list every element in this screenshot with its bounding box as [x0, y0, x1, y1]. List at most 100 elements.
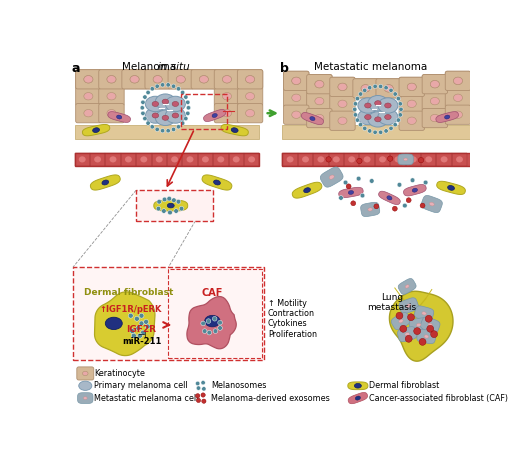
Bar — [406, 153, 421, 165]
Circle shape — [161, 209, 166, 213]
Bar — [90, 153, 105, 165]
Circle shape — [196, 386, 201, 390]
Circle shape — [355, 97, 359, 101]
Circle shape — [136, 326, 141, 330]
Circle shape — [166, 128, 170, 133]
Circle shape — [418, 158, 424, 163]
FancyBboxPatch shape — [99, 70, 124, 89]
Circle shape — [363, 88, 367, 92]
Ellipse shape — [364, 156, 370, 163]
Circle shape — [137, 333, 143, 338]
Polygon shape — [361, 202, 380, 217]
Circle shape — [400, 325, 407, 332]
Polygon shape — [78, 393, 93, 403]
Ellipse shape — [318, 156, 324, 163]
Ellipse shape — [246, 92, 255, 100]
Circle shape — [367, 85, 372, 90]
Polygon shape — [421, 195, 442, 213]
Circle shape — [384, 129, 388, 133]
Text: Metastatic melanoma cell: Metastatic melanoma cell — [94, 394, 198, 402]
Circle shape — [393, 122, 397, 127]
Ellipse shape — [167, 203, 174, 208]
Circle shape — [353, 102, 357, 106]
Circle shape — [207, 330, 212, 335]
Circle shape — [145, 324, 150, 329]
Circle shape — [399, 107, 403, 111]
Ellipse shape — [93, 128, 100, 133]
Circle shape — [202, 329, 207, 334]
FancyBboxPatch shape — [214, 70, 239, 89]
Circle shape — [160, 128, 165, 133]
FancyBboxPatch shape — [422, 74, 447, 94]
FancyBboxPatch shape — [283, 88, 309, 108]
FancyBboxPatch shape — [237, 103, 263, 123]
Text: Melanosomes: Melanosomes — [211, 381, 266, 390]
FancyBboxPatch shape — [330, 111, 355, 130]
Ellipse shape — [361, 85, 370, 92]
FancyBboxPatch shape — [168, 70, 193, 89]
Ellipse shape — [407, 304, 411, 307]
Ellipse shape — [365, 115, 371, 120]
Ellipse shape — [212, 114, 217, 117]
Circle shape — [174, 209, 179, 213]
Circle shape — [413, 328, 421, 334]
Circle shape — [184, 95, 188, 99]
Ellipse shape — [355, 396, 361, 400]
Polygon shape — [399, 298, 418, 314]
Ellipse shape — [361, 85, 370, 92]
Bar — [121, 153, 136, 165]
FancyBboxPatch shape — [283, 71, 309, 91]
Bar — [282, 153, 298, 165]
Ellipse shape — [125, 156, 132, 163]
Circle shape — [358, 92, 363, 96]
Ellipse shape — [422, 312, 427, 315]
Ellipse shape — [375, 101, 381, 106]
FancyBboxPatch shape — [422, 91, 447, 111]
Text: b: b — [280, 61, 289, 74]
Ellipse shape — [387, 196, 392, 200]
Ellipse shape — [84, 92, 93, 100]
Ellipse shape — [407, 117, 416, 124]
Polygon shape — [379, 191, 400, 205]
Polygon shape — [154, 200, 188, 211]
FancyBboxPatch shape — [376, 79, 401, 98]
Circle shape — [374, 204, 379, 209]
Ellipse shape — [430, 97, 440, 105]
FancyBboxPatch shape — [214, 87, 239, 106]
Ellipse shape — [407, 83, 416, 91]
Ellipse shape — [407, 83, 416, 91]
Polygon shape — [391, 312, 411, 330]
Ellipse shape — [348, 156, 355, 163]
Ellipse shape — [375, 117, 381, 122]
Ellipse shape — [304, 188, 310, 193]
Circle shape — [408, 314, 414, 321]
Ellipse shape — [302, 156, 309, 163]
Ellipse shape — [365, 103, 371, 108]
Ellipse shape — [153, 76, 162, 83]
Text: in situ: in situ — [158, 61, 189, 72]
Ellipse shape — [453, 94, 463, 102]
Polygon shape — [436, 181, 465, 195]
Circle shape — [405, 335, 412, 342]
Ellipse shape — [384, 85, 393, 92]
Ellipse shape — [110, 156, 116, 163]
Circle shape — [397, 182, 402, 187]
FancyBboxPatch shape — [191, 70, 216, 89]
FancyBboxPatch shape — [77, 367, 94, 380]
Ellipse shape — [412, 188, 418, 192]
Circle shape — [396, 118, 400, 122]
Bar — [74, 153, 90, 165]
Ellipse shape — [315, 115, 324, 122]
Text: ↑IGF1R/pERK: ↑IGF1R/pERK — [100, 305, 162, 314]
Circle shape — [326, 157, 331, 162]
Circle shape — [177, 87, 181, 91]
Ellipse shape — [456, 156, 463, 163]
FancyBboxPatch shape — [99, 87, 124, 106]
Ellipse shape — [156, 156, 162, 163]
Circle shape — [406, 198, 411, 203]
Text: Dermal fibroblast: Dermal fibroblast — [369, 381, 440, 390]
Ellipse shape — [214, 180, 220, 185]
Ellipse shape — [338, 83, 347, 91]
FancyBboxPatch shape — [307, 91, 332, 111]
Ellipse shape — [430, 115, 440, 122]
